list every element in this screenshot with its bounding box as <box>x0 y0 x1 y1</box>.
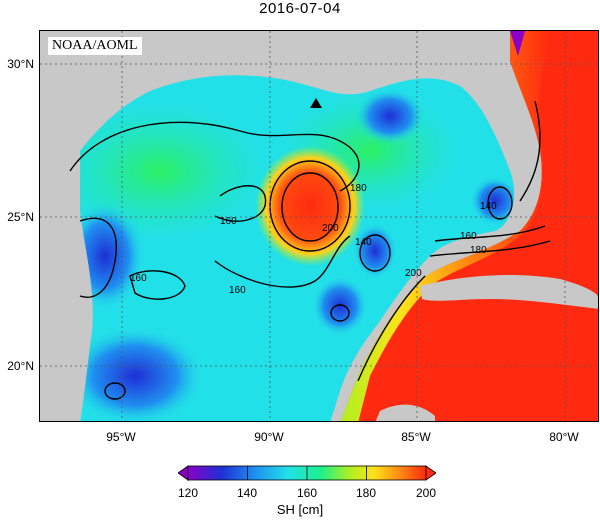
loop-current-band <box>340 31 550 421</box>
contour-label: 180 <box>470 245 487 256</box>
lon-label-80w: 80°W <box>549 430 579 444</box>
lat-label-20n: 20°N <box>7 359 34 373</box>
lat-label-25n: 25°N <box>7 210 34 224</box>
north-cold-patch <box>510 31 525 56</box>
graticule <box>40 31 598 421</box>
sea-height-map: 160 160 160 200 180 140 160 180 140 200 … <box>39 30 599 422</box>
map-canvas: 160 160 160 200 180 140 160 180 140 200 <box>40 31 598 421</box>
contour-label: 160 <box>130 273 147 284</box>
colorbar-tick: 200 <box>415 486 437 500</box>
warm-eddy <box>255 146 365 266</box>
contour-label: 160 <box>220 216 237 227</box>
caribbean-warm-water <box>340 31 598 421</box>
central-america-land <box>375 404 435 421</box>
lat-label-30n: 30°N <box>7 57 34 71</box>
cuba-land <box>420 275 598 309</box>
gulf-interior <box>80 75 515 421</box>
colorbar-label: SH [cm] <box>276 502 324 517</box>
contour-label: 180 <box>350 183 367 194</box>
contour-label: 160 <box>460 231 477 242</box>
contour-label: 200 <box>405 268 422 279</box>
colorbar-high-arrow <box>425 465 436 481</box>
lon-label-85w: 85°W <box>401 430 431 444</box>
cool-eddy-florida <box>470 176 515 226</box>
contour-label: 140 <box>480 201 497 212</box>
contour-label: 160 <box>229 285 246 296</box>
contour-label: 140 <box>355 237 372 248</box>
lon-label-95w: 95°W <box>106 430 136 444</box>
contour-lines <box>69 100 551 400</box>
contour-label: 200 <box>322 223 339 234</box>
colorbar-low-arrow <box>178 465 189 481</box>
colorbar-tick: 140 <box>236 486 258 500</box>
triangle-marker <box>310 98 322 108</box>
colorbar <box>178 465 436 481</box>
map-title: 2016-07-04 <box>259 0 341 17</box>
colorbar-tick: 160 <box>296 486 318 500</box>
colorbar-tick: 120 <box>177 486 199 500</box>
colorbar-tick: 180 <box>355 486 377 500</box>
contour-label-group: 160 160 160 200 180 140 160 180 140 200 <box>130 183 497 296</box>
lon-label-90w: 90°W <box>254 430 284 444</box>
credit-label: NOAA/AOML <box>48 37 142 55</box>
